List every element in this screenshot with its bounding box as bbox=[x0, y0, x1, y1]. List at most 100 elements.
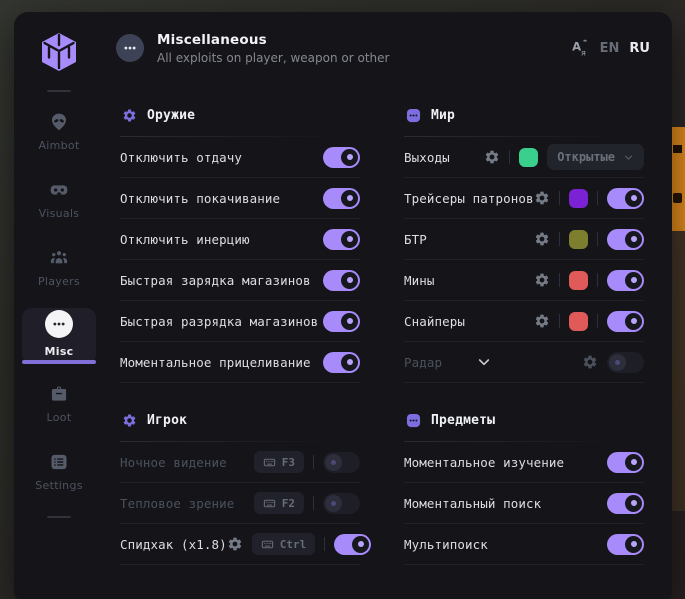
color-swatch[interactable] bbox=[569, 188, 588, 208]
lang-ru-button[interactable]: RU bbox=[629, 40, 650, 56]
toggle-switch[interactable] bbox=[323, 451, 360, 473]
dots-badge-icon bbox=[406, 413, 421, 428]
feature-row: Тепловое зрение F2 bbox=[120, 483, 360, 524]
section-divider bbox=[120, 441, 360, 442]
toggle-knob bbox=[325, 494, 342, 512]
toggle-switch[interactable] bbox=[607, 228, 644, 250]
gear-icon[interactable] bbox=[534, 272, 550, 288]
feature-label: Радар bbox=[404, 354, 443, 370]
feature-label: Моментальное прицеливание bbox=[120, 354, 311, 370]
exits-dropdown[interactable]: Открытые bbox=[547, 144, 644, 170]
sidebar-item-visuals[interactable]: Visuals bbox=[22, 172, 96, 228]
control-divider bbox=[597, 232, 598, 246]
feature-row: Быстрая разрядка магазинов bbox=[120, 301, 360, 342]
hotkey-label: F2 bbox=[281, 496, 295, 510]
toggle-switch[interactable] bbox=[323, 187, 360, 209]
feature-row: Моментальный поиск bbox=[404, 483, 644, 524]
vr-goggles-icon bbox=[49, 180, 69, 200]
sidebar-item-label: Misc bbox=[44, 345, 74, 358]
toggle-switch[interactable] bbox=[607, 492, 644, 514]
toggle-knob bbox=[625, 494, 642, 512]
toggle-switch[interactable] bbox=[323, 351, 360, 373]
hotkey-badge[interactable]: Ctrl bbox=[251, 533, 316, 555]
hotkey-badge[interactable]: F3 bbox=[253, 451, 304, 473]
toggle-switch[interactable] bbox=[607, 187, 644, 209]
feature-row: Спидхак (x1.8) Ctrl bbox=[120, 524, 372, 565]
background-game-sign bbox=[671, 127, 685, 231]
chevron-down-icon bbox=[623, 152, 634, 163]
toggle-switch[interactable] bbox=[323, 146, 360, 168]
gear-icon[interactable] bbox=[534, 190, 550, 206]
sidebar-item-label: Visuals bbox=[38, 207, 80, 220]
gear-icon[interactable] bbox=[484, 149, 500, 165]
toggle-knob bbox=[341, 271, 358, 289]
toggle-switch[interactable] bbox=[323, 269, 360, 291]
active-indicator bbox=[22, 360, 96, 364]
toggle-knob bbox=[625, 312, 642, 330]
feature-label: Отключить покачивание bbox=[120, 190, 281, 206]
sidebar-item-loot[interactable]: Loot bbox=[22, 376, 96, 432]
list-icon bbox=[49, 452, 69, 472]
color-swatch[interactable] bbox=[569, 229, 588, 249]
app-logo-icon bbox=[42, 33, 76, 71]
feature-row: Мины bbox=[404, 260, 644, 301]
feature-row: Моментальное прицеливание bbox=[120, 342, 360, 383]
feature-row: Радар bbox=[404, 342, 644, 383]
sidebar-divider bbox=[47, 90, 71, 92]
translate-icon[interactable] bbox=[570, 38, 590, 58]
keyboard-icon bbox=[263, 497, 276, 510]
toggle-knob bbox=[625, 453, 642, 471]
gear-icon[interactable] bbox=[534, 231, 550, 247]
sidebar-item-aimbot[interactable]: Aimbot bbox=[22, 104, 96, 160]
gear-icon[interactable] bbox=[534, 313, 550, 329]
sidebar-item-misc[interactable]: Misc bbox=[22, 308, 96, 364]
color-swatch[interactable] bbox=[569, 270, 588, 290]
toggle-knob bbox=[341, 148, 358, 166]
toggle-switch[interactable] bbox=[607, 310, 644, 332]
page-titles: Miscellaneous All exploits on player, we… bbox=[157, 32, 389, 65]
color-swatch[interactable] bbox=[569, 311, 588, 331]
toggle-switch[interactable] bbox=[323, 228, 360, 250]
gear-icon bbox=[122, 108, 137, 123]
section-title: Игрок bbox=[147, 413, 188, 428]
section-header: Мир bbox=[404, 86, 644, 136]
section-title: Предметы bbox=[431, 413, 496, 428]
hotkey-badge[interactable]: F2 bbox=[253, 492, 304, 514]
toggle-switch[interactable] bbox=[607, 451, 644, 473]
gear-icon[interactable] bbox=[227, 536, 243, 552]
toggle-switch[interactable] bbox=[334, 533, 372, 555]
feature-label: Трейсеры патронов bbox=[404, 190, 534, 206]
toggle-switch[interactable] bbox=[607, 269, 644, 291]
toggle-switch[interactable] bbox=[323, 492, 360, 514]
control-divider bbox=[559, 314, 560, 328]
background-game-sign-shadow bbox=[671, 231, 685, 511]
toggle-switch[interactable] bbox=[607, 533, 644, 555]
radar-expand-chevron-icon[interactable] bbox=[476, 354, 492, 370]
toggle-knob bbox=[341, 230, 358, 248]
language-switcher: EN RU bbox=[570, 38, 650, 58]
toggle-switch[interactable] bbox=[607, 351, 644, 373]
toggle-knob bbox=[625, 189, 642, 207]
page-title: Miscellaneous bbox=[157, 31, 267, 48]
feature-row: Мультипоиск bbox=[404, 524, 644, 565]
feature-label: Ночное видение bbox=[120, 454, 227, 470]
gear-icon[interactable] bbox=[582, 354, 598, 370]
control-divider bbox=[559, 191, 560, 205]
section-header: Игрок bbox=[120, 383, 360, 441]
toggle-switch[interactable] bbox=[323, 310, 360, 332]
color-swatch[interactable] bbox=[519, 147, 539, 167]
page-subtitle: All exploits on player, weapon or other bbox=[157, 50, 390, 65]
sidebar-divider bbox=[47, 516, 71, 518]
sidebar-item-players[interactable]: Players bbox=[22, 240, 96, 296]
left-column: Оружие Отключить отдачу Отключить покачи… bbox=[120, 86, 372, 565]
ellipsis-circle-icon bbox=[45, 310, 73, 338]
feature-label: Мины bbox=[404, 272, 435, 288]
toggle-knob bbox=[341, 312, 358, 330]
hotkey-label: Ctrl bbox=[279, 537, 307, 551]
briefcase-icon bbox=[49, 384, 69, 404]
keyboard-icon bbox=[263, 456, 276, 469]
sidebar-item-settings[interactable]: Settings bbox=[22, 444, 96, 500]
misc-page-icon bbox=[116, 34, 144, 62]
lang-en-button[interactable]: EN bbox=[599, 40, 620, 56]
